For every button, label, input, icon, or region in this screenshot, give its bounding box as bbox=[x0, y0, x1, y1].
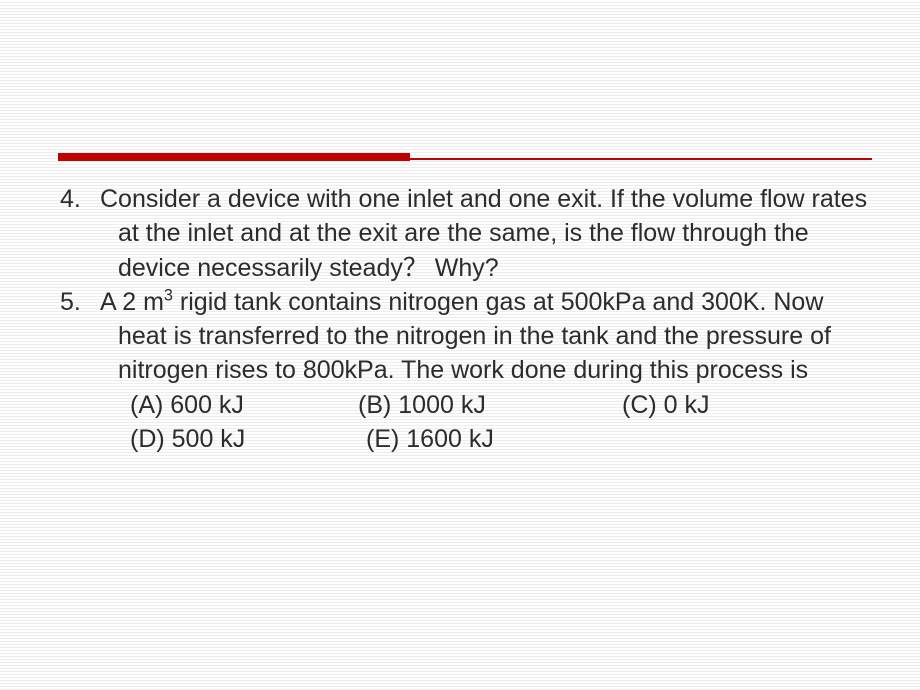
answer-option: (E) 1600 kJ bbox=[366, 422, 626, 456]
answer-options-row: (A) 600 kJ (B) 1000 kJ (C) 0 kJ bbox=[130, 388, 870, 422]
question-number: 5. bbox=[60, 285, 100, 388]
title-underline-thin bbox=[410, 158, 872, 160]
question-text: Consider a device with one inlet and one… bbox=[100, 182, 870, 285]
answer-option: (B) 1000 kJ bbox=[358, 388, 622, 422]
question-item: 5. A 2 m3 rigid tank contains nitrogen g… bbox=[60, 285, 870, 388]
answer-option: (C) 0 kJ bbox=[622, 388, 822, 422]
title-underline-bar bbox=[58, 153, 872, 161]
title-underline-thick bbox=[58, 153, 410, 161]
slide-content: 4. Consider a device with one inlet and … bbox=[60, 182, 870, 456]
question-item: 4. Consider a device with one inlet and … bbox=[60, 182, 870, 285]
question-text: A 2 m3 rigid tank contains nitrogen gas … bbox=[100, 285, 870, 388]
answer-option: (D) 500 kJ bbox=[130, 422, 366, 456]
answer-options: (A) 600 kJ (B) 1000 kJ (C) 0 kJ (D) 500 … bbox=[60, 388, 870, 457]
question-number: 4. bbox=[60, 182, 100, 285]
answer-options-row: (D) 500 kJ (E) 1600 kJ bbox=[130, 422, 870, 456]
answer-option: (A) 600 kJ bbox=[130, 388, 358, 422]
